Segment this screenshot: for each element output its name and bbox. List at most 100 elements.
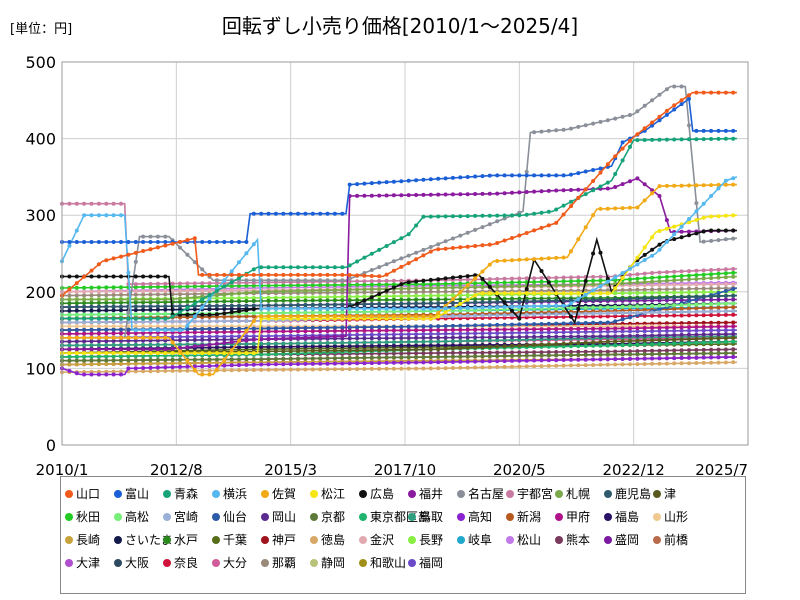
point <box>332 211 337 216</box>
point <box>605 118 610 123</box>
point <box>163 281 168 286</box>
legend-label: 山形 <box>664 510 689 524</box>
point <box>377 306 382 311</box>
point <box>82 316 87 321</box>
point <box>642 280 647 285</box>
point <box>539 350 544 355</box>
point <box>487 305 492 310</box>
point <box>591 326 596 331</box>
point <box>67 351 72 356</box>
point <box>510 276 514 281</box>
point <box>355 290 360 295</box>
point <box>148 330 153 335</box>
point <box>502 173 507 178</box>
point <box>679 328 684 333</box>
point <box>576 330 581 335</box>
point <box>133 331 138 336</box>
point <box>473 331 478 336</box>
legend-item: 山口 <box>65 485 100 503</box>
point <box>89 240 94 244</box>
point <box>450 246 455 250</box>
series-福岡 <box>60 328 737 340</box>
point <box>399 290 404 295</box>
point <box>723 237 728 242</box>
point <box>517 190 522 195</box>
point <box>266 329 271 334</box>
point <box>89 293 94 298</box>
point <box>273 362 278 367</box>
point <box>288 341 293 346</box>
point <box>266 303 271 308</box>
point <box>613 349 618 354</box>
point <box>716 136 721 141</box>
point <box>67 368 72 373</box>
point <box>650 333 655 338</box>
point <box>281 362 286 367</box>
point <box>679 269 684 274</box>
point <box>222 284 227 289</box>
point <box>620 276 625 280</box>
point <box>465 192 470 197</box>
point <box>67 201 72 206</box>
legend-item: 那覇 <box>261 554 296 572</box>
point <box>421 214 426 219</box>
point <box>694 209 699 214</box>
point <box>200 305 205 310</box>
point <box>628 333 632 338</box>
point <box>96 343 101 348</box>
point <box>591 311 596 316</box>
point <box>443 192 448 197</box>
point <box>369 340 374 345</box>
point <box>318 211 323 216</box>
point <box>487 338 492 343</box>
legend-label: 福岡 <box>419 556 444 570</box>
point <box>362 328 367 333</box>
point <box>222 330 227 334</box>
point <box>96 304 101 309</box>
point <box>406 314 411 319</box>
point <box>421 247 426 252</box>
point <box>465 354 470 359</box>
point <box>495 313 500 318</box>
point <box>583 340 588 345</box>
point <box>709 355 714 360</box>
point <box>170 340 175 345</box>
point <box>362 298 367 303</box>
point <box>155 365 160 370</box>
point <box>141 297 146 302</box>
point <box>657 92 662 97</box>
point <box>598 340 603 345</box>
point <box>214 345 219 350</box>
point <box>391 297 396 302</box>
point <box>244 272 249 277</box>
point <box>450 281 455 286</box>
legend-swatch <box>604 535 612 544</box>
point <box>465 277 470 282</box>
point <box>546 128 551 133</box>
point <box>443 293 448 298</box>
point <box>569 279 573 284</box>
point <box>347 306 352 311</box>
point <box>524 327 529 332</box>
point <box>421 332 426 337</box>
point <box>657 333 662 338</box>
point <box>642 290 647 295</box>
point <box>200 288 205 293</box>
point <box>517 296 522 301</box>
point <box>362 336 367 341</box>
point <box>273 341 278 346</box>
point <box>237 299 241 304</box>
point <box>495 365 500 369</box>
point <box>576 124 581 129</box>
point <box>332 278 337 283</box>
point <box>591 340 596 345</box>
point <box>111 358 116 363</box>
point <box>561 303 566 308</box>
point <box>487 323 492 328</box>
point <box>480 284 485 289</box>
point <box>200 334 205 339</box>
point <box>141 319 146 324</box>
point <box>244 345 249 350</box>
point <box>450 354 455 359</box>
point <box>303 348 308 353</box>
